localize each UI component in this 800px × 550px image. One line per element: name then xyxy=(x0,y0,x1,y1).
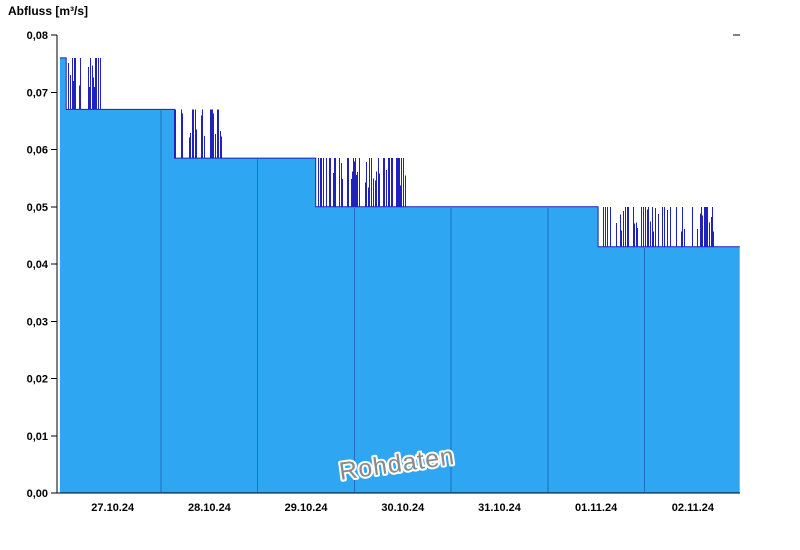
axis-labels: 0,00 0,01 0,02 0,03 0,04 0,05 0,06 0,07 0,08 27.1… xyxy=(27,30,715,514)
x-tick-label: 29.10.24 xyxy=(285,502,329,514)
plot-area: 0,00 0,01 0,02 0,03 0,04 0,05 0,06 0,07 0,08 27.1… xyxy=(27,30,740,514)
area-fill xyxy=(59,57,740,494)
x-tick-label: 01.11.24 xyxy=(575,502,618,514)
chart-title: Abfluss [m³/s] xyxy=(8,4,88,18)
y-tick-label: 0,06 xyxy=(27,145,48,157)
x-tick-label: 30.10.24 xyxy=(381,502,425,514)
y-tick-label: 0,00 xyxy=(27,488,48,500)
y-tick-label: 0,02 xyxy=(27,374,48,386)
y-tick-label: 0,07 xyxy=(27,87,48,99)
y-tick-label: 0,01 xyxy=(27,431,48,443)
y-tick-label: 0,04 xyxy=(27,259,49,271)
x-tick-label: 27.10.24 xyxy=(91,502,135,514)
x-tick-label: 31.10.24 xyxy=(478,502,522,514)
day-gridlines xyxy=(160,110,645,492)
noise-spikes xyxy=(68,57,714,247)
y-tick-label: 0,05 xyxy=(27,202,48,214)
x-tick-label: 28.10.24 xyxy=(188,502,232,514)
y-tick-label: 0,03 xyxy=(27,316,48,328)
y-tick-label: 0,08 xyxy=(27,30,48,42)
x-tick-label: 02.11.24 xyxy=(672,502,715,514)
axes xyxy=(51,34,740,494)
